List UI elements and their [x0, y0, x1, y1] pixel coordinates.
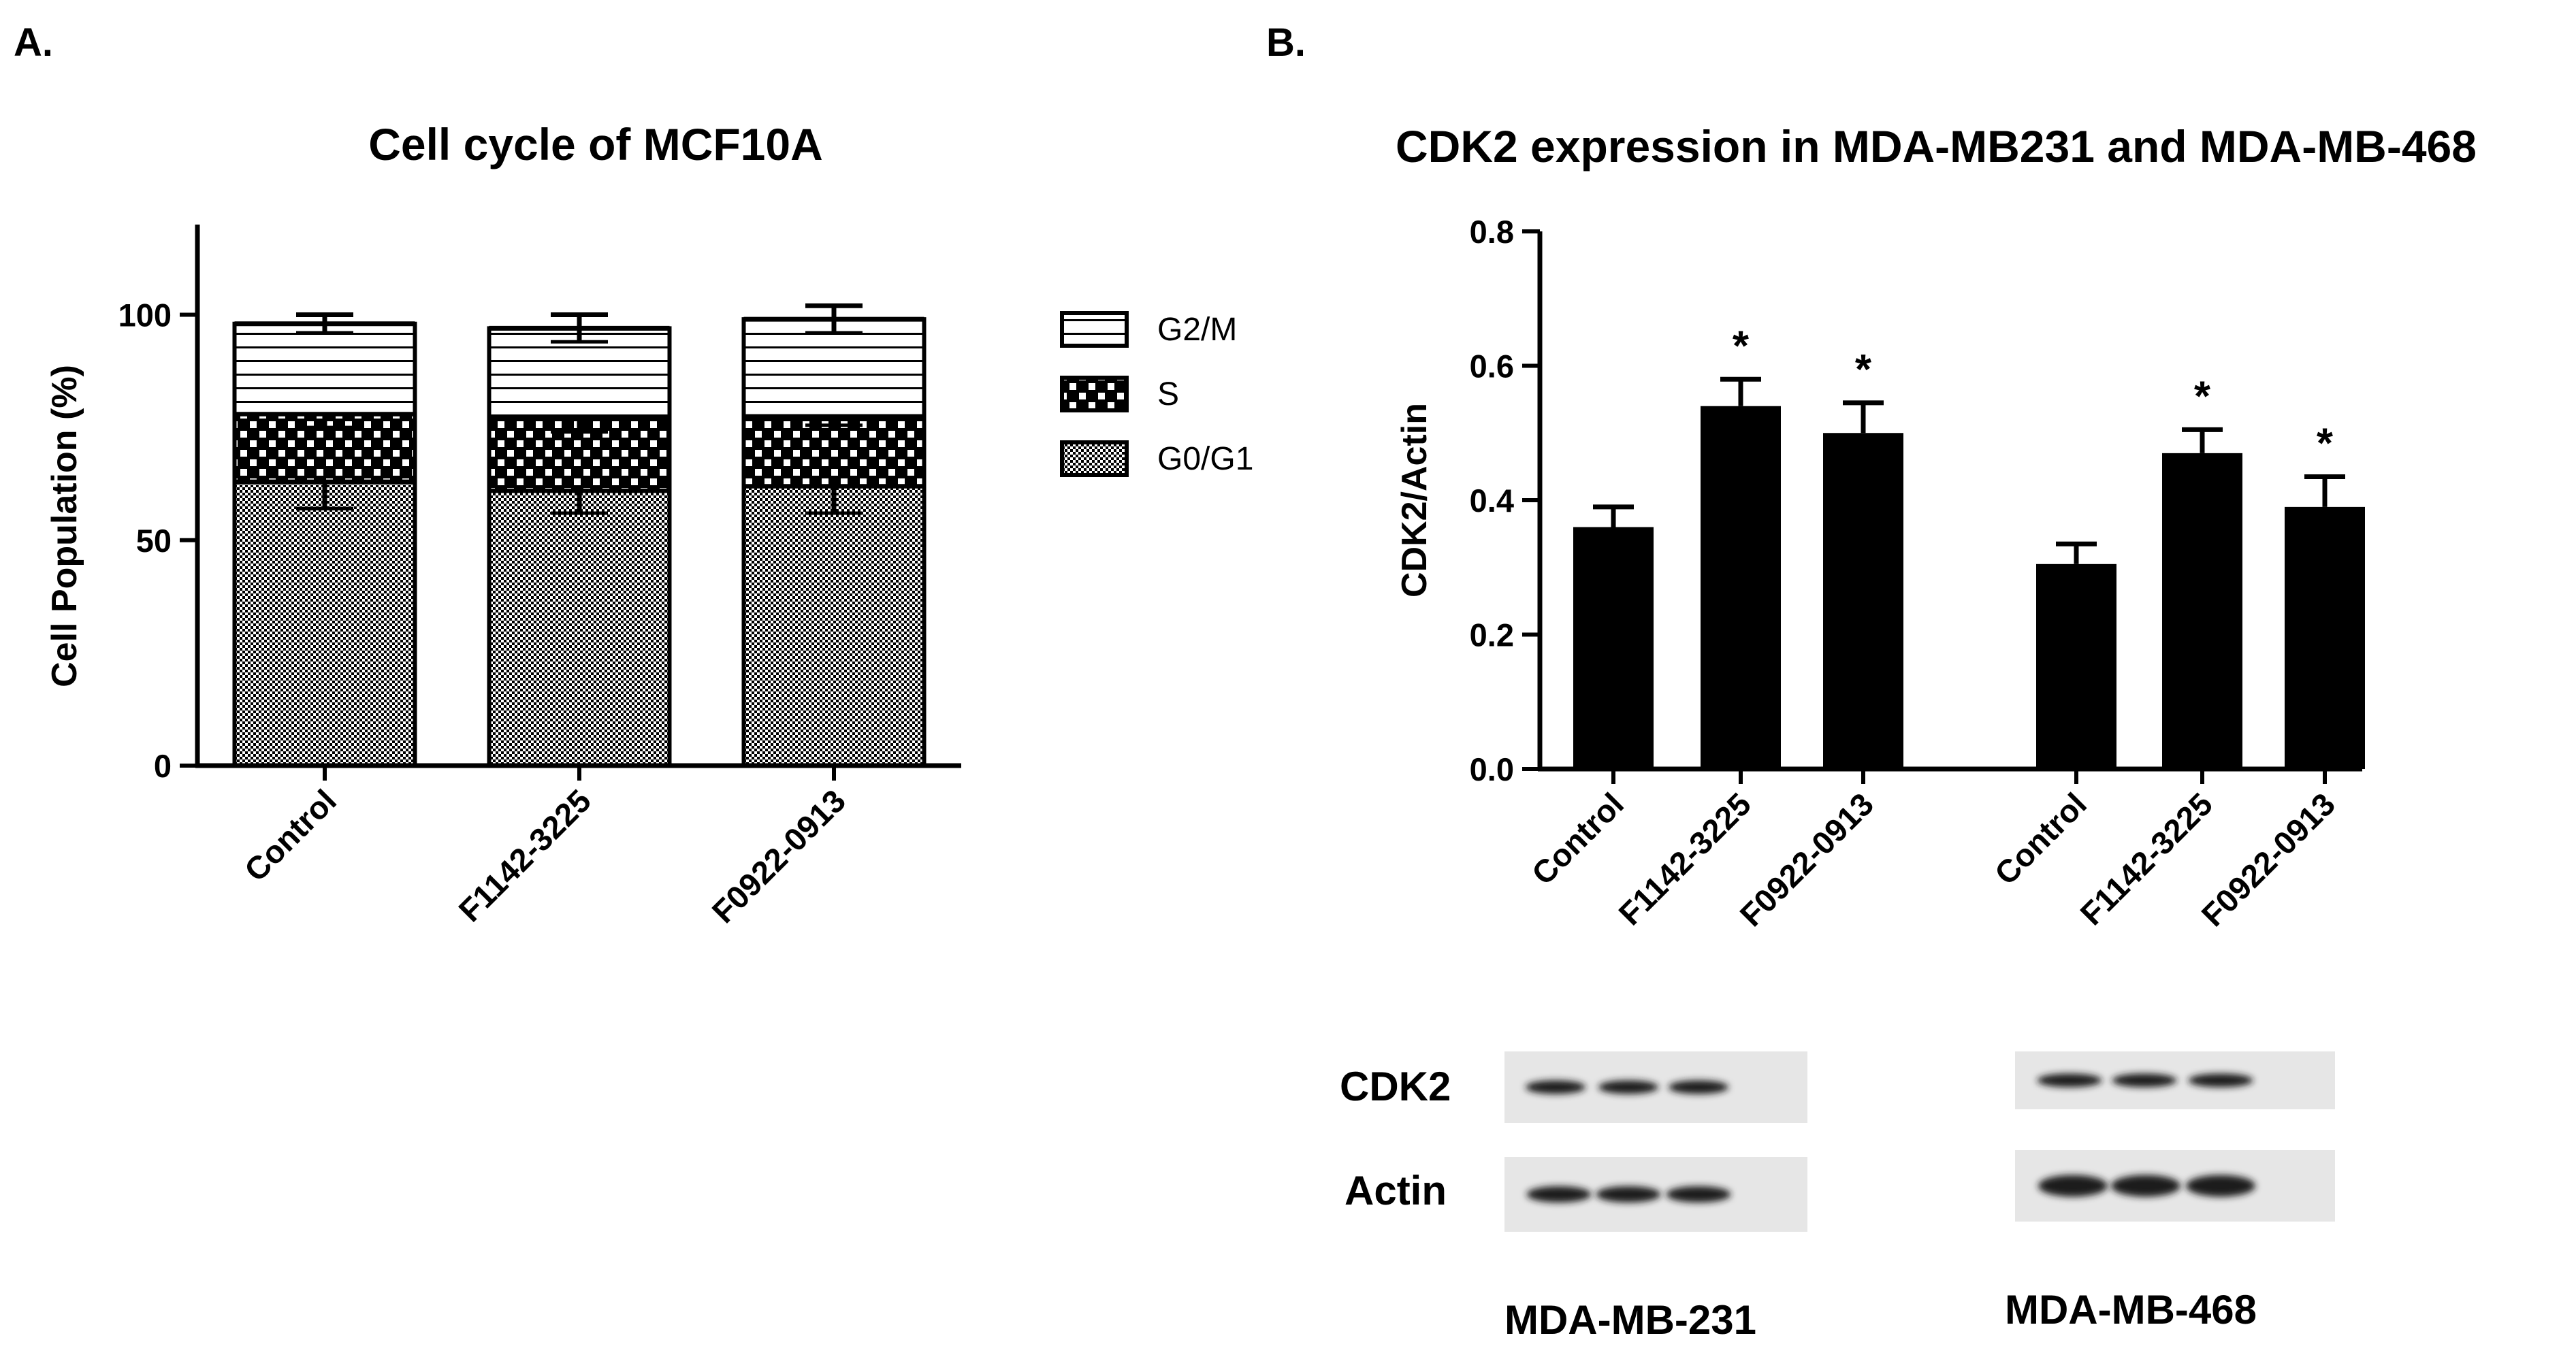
legend-label-g0-g1: G0/G1: [1157, 441, 1253, 477]
chart-b-xtick-label: F0922-0913: [1733, 786, 1880, 934]
chart-b-y-ticks: 0.0 0.2 0.4 0.6 0.8: [1470, 214, 1540, 787]
chart-a-x-ticks: Control F1142-3225 F0922-0913: [237, 766, 852, 930]
chart-a-bars: [232, 303, 927, 768]
chart-b-ytick-label: 0.4: [1470, 483, 1514, 519]
chart-b-title: CDK2 expression in MDA-MB231 and MDA-MB-…: [1396, 121, 2477, 171]
chart-b-axes: [1537, 231, 2362, 772]
panel-a-label: A.: [14, 20, 53, 65]
blot-band-actin-231-2: [1596, 1186, 1661, 1203]
blot-band-actin-468-3: [2186, 1175, 2255, 1197]
blot-band-cdk2-468-2: [2112, 1073, 2177, 1088]
chart-b-ytick-label: 0.8: [1470, 214, 1514, 250]
significance-star: *: [1733, 323, 1750, 370]
bar-s-f0922-0913: [741, 414, 927, 489]
blot-band-actin-468-1: [2038, 1175, 2108, 1197]
chart-a-y-axis-label: Cell Population (%): [45, 365, 84, 687]
chart-b-xtick-label: Control: [1524, 786, 1630, 892]
bar-f0922-0913-mda-mb-231: [1823, 433, 1903, 769]
chart-b-xtick-label: Control: [1987, 786, 2093, 892]
legend-label-s: S: [1157, 376, 1179, 412]
chart-a-title: Cell cycle of MCF10A: [368, 119, 823, 169]
cell-cycle-chart: Cell cycle of MCF10A Cell Population (%)…: [45, 119, 1253, 930]
chart-a-xtick-label: F0922-0913: [705, 783, 852, 930]
bar-g0-g1-f0922-0913: [741, 484, 927, 768]
blot-band-cdk2-231-3: [1669, 1080, 1728, 1094]
blot-row-label-actin: Actin: [1345, 1168, 1447, 1213]
cdk2-expression-chart: CDK2 expression in MDA-MB231 and MDA-MB-…: [1395, 121, 2477, 933]
bar-control-mda-mb-231: [1573, 527, 1654, 769]
bar-f1142-3225-mda-mb-231: [1701, 406, 1781, 769]
legend-swatch-g0-g1: [1060, 440, 1129, 477]
bar-g2-m-control: [232, 321, 417, 416]
blot-band-cdk2-231-2: [1598, 1080, 1658, 1094]
chart-b-ytick-label: 0.0: [1470, 751, 1514, 787]
blot-band-cdk2-231-1: [1526, 1080, 1585, 1094]
bar-g0-g1-control: [232, 479, 417, 768]
legend-swatch-s: [1060, 376, 1129, 412]
chart-a-xtick-label: F1142-3225: [451, 783, 598, 929]
chart-b-xtick-label: F0922-0913: [2194, 786, 2342, 934]
chart-a-axes: [195, 225, 961, 768]
cell-line-label-468: MDA-MB-468: [2005, 1287, 2257, 1333]
blot-band-actin-468-2: [2111, 1175, 2180, 1197]
significance-star: *: [1855, 346, 1872, 393]
panel-b-label: B.: [1266, 20, 1306, 65]
bar-f0922-0913-mda-mb-468: [2285, 506, 2365, 769]
chart-a-ytick-label: 0: [154, 748, 172, 784]
blot-band-actin-231-1: [1526, 1186, 1592, 1203]
chart-a-legend: G2/M S G0/G1: [1060, 311, 1253, 477]
cell-line-label-231: MDA-MB-231: [1504, 1297, 1756, 1343]
legend-label-g2-m: G2/M: [1157, 312, 1237, 348]
chart-b-ytick-label: 0.6: [1470, 348, 1514, 385]
chart-a-y-ticks: 0 50 100: [118, 297, 197, 784]
chart-a-ytick-label: 100: [118, 297, 172, 333]
bar-control-mda-mb-468: [2036, 563, 2116, 769]
chart-b-bars: * * * *: [1573, 323, 2365, 769]
blot-band-actin-231-3: [1666, 1186, 1731, 1203]
blot-band-cdk2-468-3: [2188, 1073, 2253, 1088]
significance-star: *: [2194, 373, 2211, 420]
significance-star: *: [2317, 420, 2334, 467]
chart-a-xtick-label: Control: [237, 783, 343, 889]
bar-g0-g1-f1142-3225: [487, 488, 672, 768]
chart-a-ytick-label: 50: [136, 523, 172, 559]
chart-b-y-axis-label: CDK2/Actin: [1395, 403, 1434, 598]
chart-b-ytick-label: 0.2: [1470, 617, 1514, 653]
western-blot: CDK2 Actin MDA-MB-231 MDA-MB-468: [1340, 1051, 2335, 1343]
blot-panels: [1504, 1051, 2335, 1232]
blot-band-cdk2-468-1: [2037, 1073, 2102, 1088]
blot-row-label-cdk2: CDK2: [1340, 1064, 1451, 1109]
bar-f1142-3225-mda-mb-468: [2162, 453, 2242, 769]
legend-swatch-g2-m: [1060, 311, 1129, 348]
